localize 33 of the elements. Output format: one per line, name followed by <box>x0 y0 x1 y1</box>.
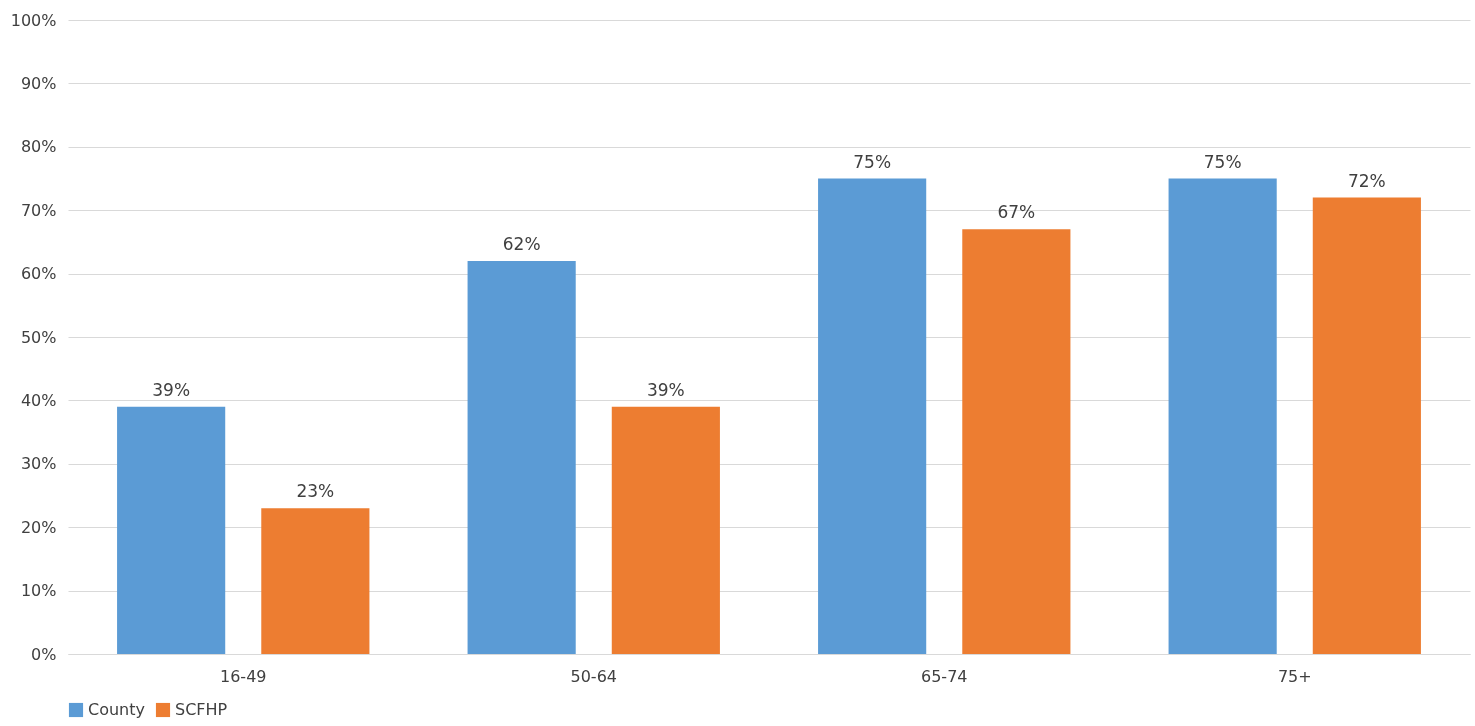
data-label: 39% <box>152 379 191 400</box>
bar <box>611 406 720 654</box>
data-label: 23% <box>296 481 335 502</box>
x-tick-label: 16-49 <box>220 666 267 686</box>
y-tick-label: 60% <box>20 264 57 284</box>
bar <box>1312 197 1421 654</box>
data-label: 39% <box>646 379 685 400</box>
data-label: 67% <box>997 202 1036 223</box>
bar <box>467 260 576 654</box>
y-tick-label: 100% <box>10 10 57 30</box>
bar <box>818 178 927 654</box>
bar <box>1168 178 1277 654</box>
x-tick-label: 75+ <box>1277 666 1312 686</box>
bar <box>117 406 226 654</box>
y-tick-label: 90% <box>20 73 57 93</box>
y-tick-label: 10% <box>20 581 57 601</box>
y-tick-label: 50% <box>20 327 57 347</box>
y-tick-label: 30% <box>20 454 57 474</box>
y-tick-label: 70% <box>20 200 57 220</box>
bar <box>962 229 1071 654</box>
legend-label: County <box>88 700 145 719</box>
data-label: 75% <box>1203 151 1242 172</box>
y-tick-label: 80% <box>20 137 57 157</box>
data-label: 62% <box>502 233 541 254</box>
x-tick-label: 65-74 <box>921 666 968 686</box>
data-label: 75% <box>853 151 892 172</box>
bar <box>261 508 370 654</box>
y-tick-label: 0% <box>31 644 57 664</box>
data-label: 72% <box>1347 170 1386 191</box>
legend-label: SCFHP <box>175 700 228 719</box>
y-tick-label: 40% <box>20 390 57 410</box>
y-tick-label: 20% <box>20 517 57 537</box>
x-tick-label: 50-64 <box>570 666 617 686</box>
